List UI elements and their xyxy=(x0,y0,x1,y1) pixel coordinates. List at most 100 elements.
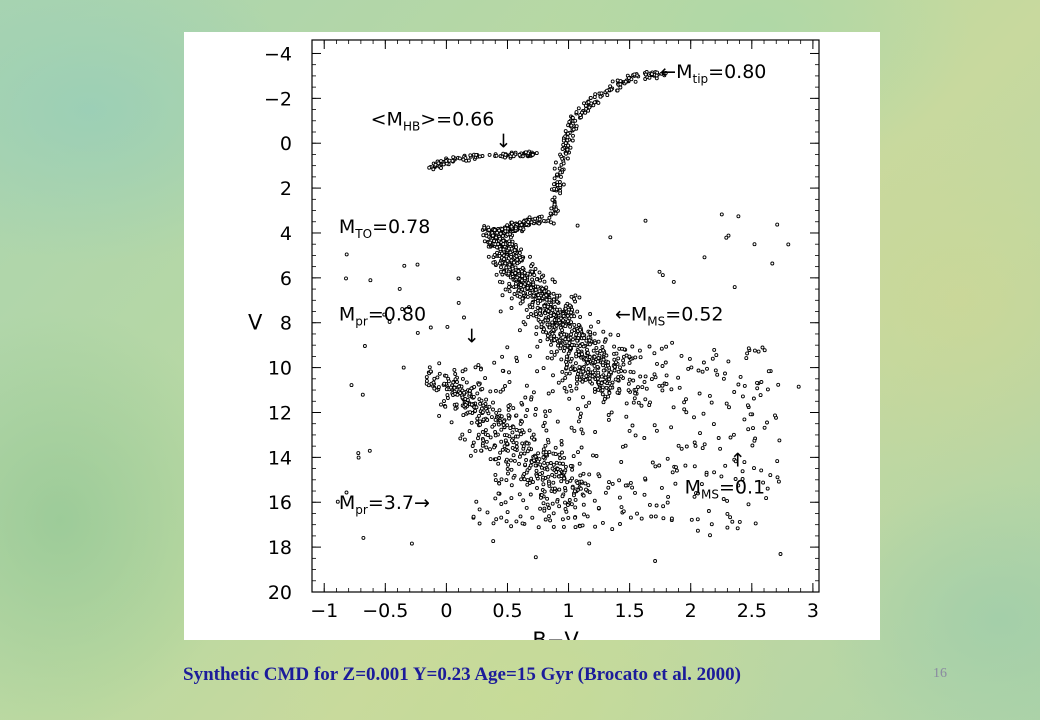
star-point xyxy=(520,287,525,292)
star-point xyxy=(683,463,688,468)
star-point xyxy=(759,468,764,473)
star-point xyxy=(637,348,642,353)
star-point xyxy=(512,458,517,463)
star-point xyxy=(480,443,485,448)
star-point xyxy=(507,262,512,267)
star-point xyxy=(344,490,349,495)
star-point xyxy=(719,212,724,217)
star-point xyxy=(482,225,487,230)
star-point xyxy=(670,340,675,345)
star-point xyxy=(517,454,522,459)
star-point xyxy=(718,446,723,451)
star-point xyxy=(581,395,585,400)
star-point xyxy=(565,319,570,324)
star-point xyxy=(695,528,700,533)
star-point xyxy=(558,456,563,461)
star-point xyxy=(474,152,479,157)
star-point xyxy=(610,79,615,84)
star-point xyxy=(726,359,731,364)
star-point xyxy=(610,481,615,486)
star-point xyxy=(682,407,687,412)
star-point xyxy=(462,390,467,395)
star-point xyxy=(541,447,546,452)
star-point xyxy=(483,428,488,433)
star-point xyxy=(554,460,559,465)
star-point xyxy=(442,381,447,386)
star-point xyxy=(594,454,599,458)
star-point xyxy=(542,279,547,284)
star-point xyxy=(468,410,473,415)
star-point xyxy=(547,297,552,302)
star-point xyxy=(557,338,562,343)
star-point xyxy=(542,289,547,294)
star-point xyxy=(545,467,550,472)
star-point xyxy=(527,428,532,433)
star-point xyxy=(569,294,574,299)
star-point xyxy=(605,88,609,93)
star-point xyxy=(576,368,581,373)
star-point xyxy=(562,470,567,475)
star-point xyxy=(591,348,596,353)
star-point xyxy=(596,506,601,510)
star-point xyxy=(596,380,601,385)
star-point xyxy=(636,385,640,390)
star-point xyxy=(547,215,552,220)
star-point xyxy=(547,506,551,510)
star-point xyxy=(531,293,536,298)
star-point xyxy=(478,367,483,372)
star-point xyxy=(506,407,511,412)
star-point xyxy=(506,271,511,276)
star-point xyxy=(786,242,791,247)
star-point xyxy=(671,279,676,284)
star-point xyxy=(566,337,571,342)
star-point xyxy=(618,365,622,370)
star-point xyxy=(543,311,548,316)
star-point xyxy=(514,284,518,289)
star-point xyxy=(624,401,629,406)
star-point xyxy=(723,371,727,376)
star-point xyxy=(556,380,561,385)
star-point xyxy=(553,211,558,216)
star-point xyxy=(607,391,612,395)
star-point xyxy=(367,448,372,453)
star-point xyxy=(631,378,636,383)
star-point xyxy=(536,293,541,298)
star-point xyxy=(538,339,543,343)
star-point xyxy=(521,444,526,449)
star-point xyxy=(569,343,574,347)
star-point xyxy=(560,378,565,383)
star-point xyxy=(509,220,514,225)
star-point xyxy=(503,384,507,388)
star-point xyxy=(578,473,583,478)
star-point xyxy=(564,359,568,364)
star-point xyxy=(752,348,757,353)
star-point xyxy=(356,451,361,456)
star-point xyxy=(751,426,755,431)
star-point xyxy=(362,344,367,348)
star-point xyxy=(568,359,573,364)
star-point xyxy=(511,453,516,458)
star-point xyxy=(509,296,514,301)
star-point xyxy=(595,350,600,355)
star-point xyxy=(601,329,606,334)
star-point xyxy=(563,337,568,342)
star-point xyxy=(588,330,593,335)
star-point xyxy=(552,280,557,284)
star-point xyxy=(493,417,498,422)
star-point xyxy=(525,478,530,483)
star-point xyxy=(742,460,747,465)
star-point xyxy=(552,186,557,191)
star-point xyxy=(576,419,581,424)
star-point xyxy=(568,324,573,329)
star-point xyxy=(492,228,497,233)
star-point xyxy=(508,458,513,463)
star-point xyxy=(730,519,735,524)
star-point xyxy=(527,446,532,451)
star-point xyxy=(620,444,625,449)
star-point xyxy=(649,514,654,519)
star-point xyxy=(740,469,745,474)
star-point xyxy=(619,505,624,510)
star-point xyxy=(514,427,519,432)
star-point xyxy=(505,423,510,428)
star-point xyxy=(588,312,593,316)
